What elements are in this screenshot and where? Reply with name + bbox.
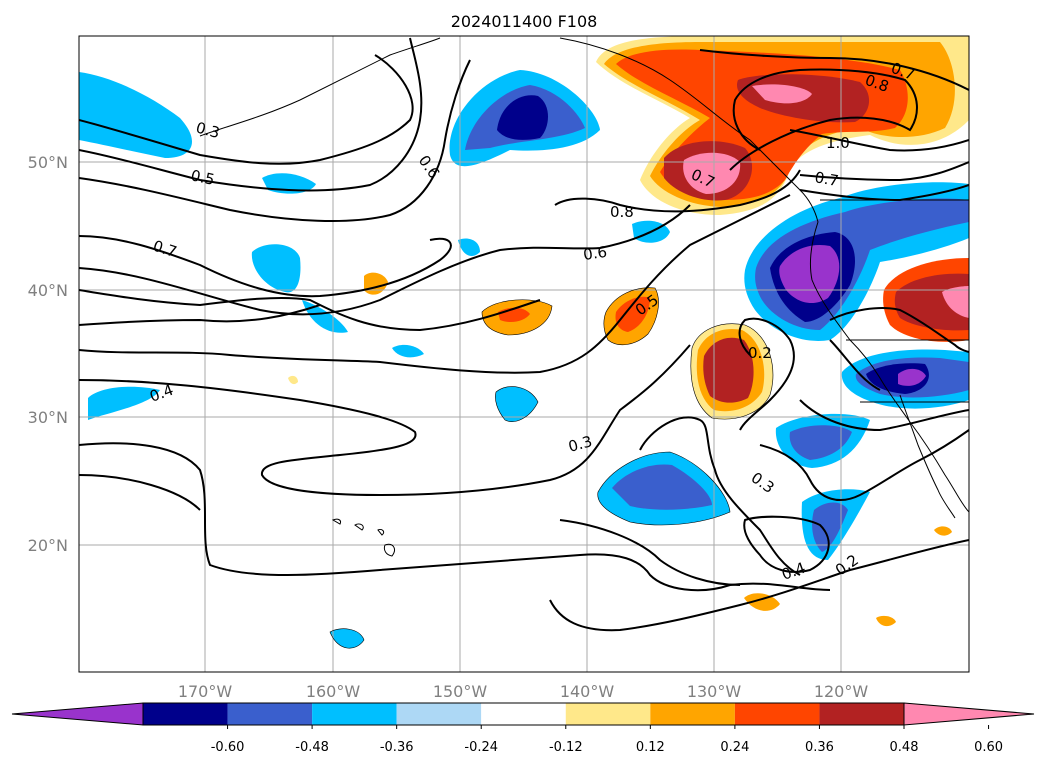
neg-anomaly-patch-2 [251, 244, 301, 293]
neg-anomaly-baja-inner [812, 502, 848, 552]
neg-anomaly-patch-3 [302, 300, 348, 333]
map-frame [78, 35, 970, 673]
colorbar-swatch [312, 703, 397, 725]
lon-tick-label: 120°W [814, 682, 869, 701]
contour-label: 1.0 [826, 134, 850, 152]
lat-tick-label: 30°N [28, 408, 68, 427]
colorbar-tick-label: 0.24 [720, 740, 749, 755]
colorbar-tick-label: -0.12 [549, 740, 583, 755]
colorbar-swatch [565, 703, 651, 725]
neg-anomaly-patch-4 [458, 238, 480, 256]
colorbar-swatch [143, 703, 228, 725]
pos-anomaly-patch-5 [876, 615, 896, 627]
colorbar-swatch [734, 703, 820, 725]
lon-tick-label: 130°W [687, 682, 742, 701]
contour-lines [79, 37, 969, 632]
colorbar-swatch [650, 703, 735, 725]
neg-anomaly-california-inner [789, 425, 852, 460]
lon-tick-labels: 170°W 160°W 150°W 140°W 130°W 120°W [178, 682, 869, 701]
colorbar-swatch [396, 703, 482, 725]
neg-anomaly-subtropic-inner [612, 464, 712, 510]
contour-label: 0.7 [813, 168, 840, 190]
colorbar: -0.60 -0.48 -0.36 -0.24 -0.12 0.12 0.24 0.36 0.4… [11, 702, 1035, 755]
contour-label: 0.3 [566, 432, 594, 456]
lat-tick-label: 20°N [28, 536, 68, 555]
colorbar-tick-label: -0.60 [211, 740, 245, 755]
neg-anomaly-sw-center [898, 368, 926, 386]
pos-anomaly-bc-center-2 [683, 152, 741, 194]
pos-anomaly-interior-center [942, 286, 969, 318]
map-panel: 0.3 0.5 0.6 0.7 0.4 0.8 0.6 0.5 0.7 0.8 … [78, 35, 970, 673]
contour-label: 0.6 [582, 243, 608, 264]
colorbar-swatch [819, 703, 904, 725]
neg-anomaly-patch-6 [392, 344, 424, 358]
lon-tick-label: 170°W [178, 682, 233, 701]
lat-tick-label: 50°N [28, 153, 68, 172]
neg-anomaly-pnw-center [779, 244, 840, 304]
colorbar-extend-max [903, 702, 1035, 726]
lat-tick-label: 40°N [28, 281, 68, 300]
pos-anomaly-mid-core [703, 337, 754, 403]
neg-anomaly-nw [79, 72, 192, 158]
colorbar-tick-label: -0.48 [295, 740, 329, 755]
colorbar-tick-label: 0.12 [636, 740, 665, 755]
anomaly-outlines [329, 287, 774, 649]
neg-anomaly-central-core [497, 95, 548, 140]
colorbar-swatch [481, 703, 566, 725]
pos-anomaly-patch-4 [744, 593, 780, 611]
colorbar-tick-label: 0.60 [974, 740, 1003, 755]
lon-tick-label: 150°W [433, 682, 488, 701]
colorbar-tick-label: -0.36 [380, 740, 414, 755]
pos-anomaly-patch-1-core [615, 296, 650, 332]
pos-anomaly-patch-6 [934, 526, 952, 536]
lat-tick-labels: 50°N 40°N 30°N 20°N [28, 153, 68, 555]
contour-label: 0.3 [194, 118, 222, 142]
colorbar-swatch [227, 703, 313, 725]
lon-tick-label: 140°W [560, 682, 615, 701]
contour-label: 0.8 [610, 203, 634, 221]
colorbar-tick-label: 0.36 [805, 740, 834, 755]
contour-label: 0.2 [748, 344, 772, 362]
anomaly-shading [79, 36, 969, 649]
colorbar-frame [142, 702, 905, 726]
pos-anomaly-patch-7 [288, 375, 298, 385]
pos-anomaly-interior-core [894, 273, 969, 331]
neg-anomaly-patch-8 [495, 386, 538, 422]
neg-anomaly-patch-9 [330, 628, 364, 649]
colorbar-tick-label: 0.48 [890, 740, 919, 755]
colorbar-tick-label: -0.24 [464, 740, 498, 755]
neg-anomaly-patch-7 [88, 386, 160, 420]
map-title: 2024011400 F108 [451, 12, 598, 31]
contour-label: 0.5 [189, 166, 216, 189]
colorbar-extend-min [11, 702, 144, 726]
pos-anomaly-bc-center-1 [752, 84, 812, 104]
lon-tick-label: 160°W [306, 682, 361, 701]
